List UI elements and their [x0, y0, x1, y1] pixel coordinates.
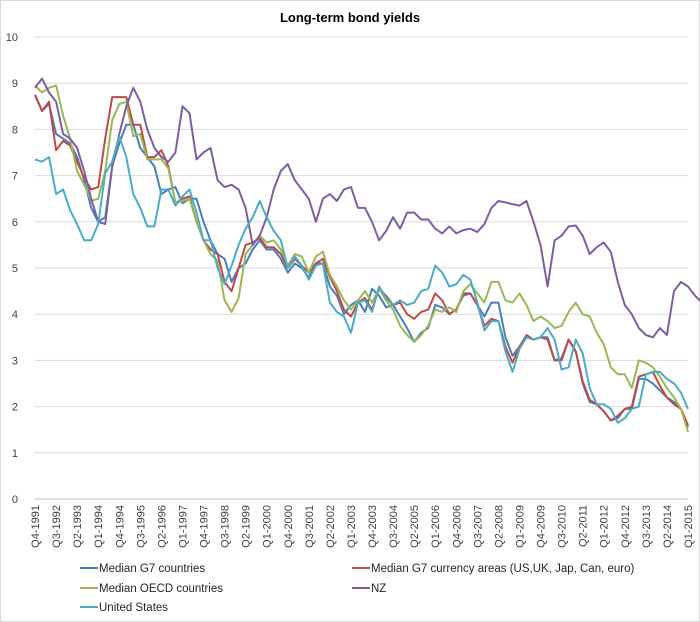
legend-label: Median G7 currency areas (US,UK, Jap, Ca… [371, 563, 635, 575]
x-tick-label: Q3-1995 [135, 505, 147, 548]
legend-label: Median G7 countries [99, 563, 205, 575]
x-tick-label: Q1-2012 [599, 505, 611, 548]
x-tick-label: Q4-2012 [620, 505, 632, 548]
legend-label: Median OECD countries [99, 583, 223, 595]
series-line-0 [34, 94, 689, 428]
y-tick-label: 4 [12, 309, 18, 321]
x-tick-label: Q3-2013 [641, 505, 653, 548]
x-tick-label: Q1-2003 [346, 505, 358, 548]
y-tick-label: 3 [12, 355, 18, 367]
x-tick-label: Q3-1998 [220, 505, 232, 548]
legend: Median G7 countries Median G7 currency ar… [80, 563, 635, 614]
x-tick-label: Q4-1997 [199, 505, 211, 548]
series-lines [34, 77, 700, 433]
x-tick-label: Q1-2015 [683, 505, 695, 548]
series-line-4 [34, 135, 689, 424]
x-tick-label: Q2-1996 [156, 505, 168, 548]
legend-label: United States [99, 602, 168, 614]
x-tick-label: Q1-2009 [514, 505, 526, 548]
legend-item: Median G7 countries [80, 563, 205, 575]
x-tick-label: Q4-1991 [30, 505, 42, 548]
legend-item: United States [80, 602, 168, 614]
x-tick-label: Q2-2002 [325, 505, 337, 548]
x-tick-label: Q3-2010 [557, 505, 569, 548]
x-tick-label: Q2-2008 [493, 505, 505, 548]
series-line-1 [34, 94, 689, 426]
y-tick-label: 5 [12, 263, 18, 275]
x-tick-label: Q2-2014 [662, 505, 674, 548]
x-tick-label: Q3-2001 [304, 505, 316, 548]
legend-item: Median OECD countries [80, 583, 223, 595]
legend-item: NZ [352, 583, 386, 595]
y-tick-label: 10 [6, 32, 18, 44]
x-axis-ticks: Q4-1991 Q3-1992 Q2-1993 Q1-1994 Q4-1994 Q3-19… [30, 505, 695, 548]
x-tick-label: Q4-2009 [536, 505, 548, 548]
chart-title: Long-term bond yields [280, 10, 420, 25]
x-tick-label: Q3-2007 [472, 505, 484, 548]
y-tick-label: 6 [12, 217, 18, 229]
y-tick-label: 0 [12, 494, 18, 506]
legend-label: NZ [371, 583, 386, 595]
y-tick-label: 7 [12, 171, 18, 183]
x-tick-label: Q4-2000 [283, 505, 295, 548]
x-tick-label: Q1-1994 [93, 505, 105, 548]
y-tick-label: 9 [12, 78, 18, 90]
x-tick-label: Q2-1993 [72, 505, 84, 548]
x-tick-label: Q1-2000 [262, 505, 274, 548]
x-tick-label: Q3-1992 [51, 505, 63, 548]
x-tick-label: Q1-2006 [430, 505, 442, 548]
x-tick-label: Q3-2004 [388, 505, 400, 548]
y-axis-ticks: 0 1 2 3 4 5 6 7 8 9 10 [6, 32, 18, 506]
series-line-3 [34, 77, 700, 339]
gridlines [35, 36, 688, 500]
series-line-2 [34, 84, 689, 433]
y-tick-label: 8 [12, 124, 18, 136]
legend-item: Median G7 currency areas (US,UK, Jap, Ca… [352, 563, 635, 575]
x-tick-label: Q4-2006 [451, 505, 463, 548]
x-tick-label: Q2-2011 [578, 505, 590, 547]
y-tick-label: 2 [12, 402, 18, 414]
y-tick-label: 1 [12, 448, 18, 460]
x-tick-label: Q4-2003 [367, 505, 379, 548]
x-tick-label: Q4-1994 [114, 505, 126, 548]
x-tick-label: Q2-1999 [241, 505, 253, 548]
x-tick-label: Q1-1997 [177, 505, 189, 548]
x-tick-label: Q2-2005 [409, 505, 421, 548]
